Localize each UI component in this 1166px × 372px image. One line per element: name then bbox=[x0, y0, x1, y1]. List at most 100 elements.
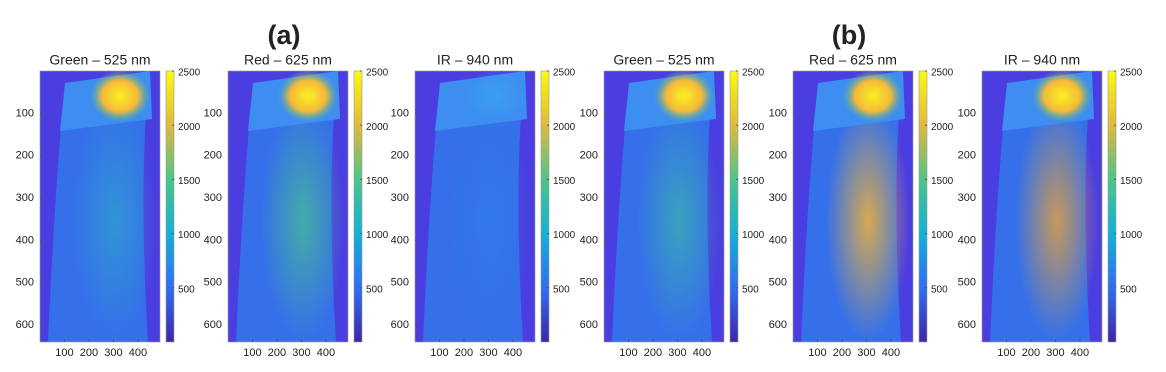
panel: Red – 625 nm (a) 100 200 300 400 500 600 100 200 3… bbox=[204, 20, 389, 359]
y-tick-label: 200 bbox=[391, 150, 409, 162]
heatmap-image bbox=[793, 71, 913, 342]
y-tick-label: 100 bbox=[958, 107, 976, 119]
heatmap-image bbox=[982, 71, 1102, 342]
x-tick-label: 100 bbox=[619, 347, 637, 359]
panel: Green – 525 nm 100 200 300 400 500 600 100 200 30… bbox=[16, 52, 201, 359]
x-tick-label: 400 bbox=[317, 347, 335, 359]
x-tick-label: 200 bbox=[833, 347, 851, 359]
body-glow bbox=[637, 101, 721, 341]
colorbar-tick-label: 500 bbox=[742, 284, 759, 295]
x-tick-label: 100 bbox=[808, 347, 826, 359]
y-tick-label: 100 bbox=[391, 107, 409, 119]
x-tick-label: 300 bbox=[857, 347, 875, 359]
x-tick-label: 300 bbox=[292, 347, 310, 359]
x-tick-label: 200 bbox=[644, 347, 662, 359]
body-glow bbox=[1015, 101, 1099, 341]
panel: IR – 940 nm 100 200 300 400 500 600 100 200 300 40… bbox=[391, 52, 576, 359]
y-tick-label: 300 bbox=[204, 192, 222, 204]
chart-title: Green – 525 nm bbox=[49, 52, 150, 68]
y-tick-label: 600 bbox=[580, 319, 598, 331]
colorbar-tick-label: 1000 bbox=[553, 230, 576, 241]
y-tick-label: 100 bbox=[580, 107, 598, 119]
colorbar-tick-label: 2000 bbox=[742, 122, 765, 133]
heatmap-image bbox=[228, 71, 348, 342]
colorbar-tick-label: 1000 bbox=[742, 230, 765, 241]
colorbar-tick-label: 500 bbox=[1120, 284, 1137, 295]
y-tick-label: 600 bbox=[204, 319, 222, 331]
colorbar-tick-label: 1500 bbox=[931, 176, 954, 187]
x-tick-label: 200 bbox=[455, 347, 473, 359]
body-glow bbox=[73, 101, 157, 341]
y-tick-label: 400 bbox=[204, 234, 222, 246]
x-tick-label: 100 bbox=[430, 347, 448, 359]
colorbar-tick-label: 1000 bbox=[931, 230, 954, 241]
y-tick-label: 100 bbox=[769, 107, 787, 119]
colorbar-tick-label: 500 bbox=[366, 284, 383, 295]
chart-title: Red – 625 nm bbox=[244, 52, 332, 68]
colorbar-tick-label: 1000 bbox=[1120, 230, 1143, 241]
colorbar bbox=[540, 70, 550, 343]
y-tick-label: 600 bbox=[16, 319, 34, 331]
frame bbox=[792, 70, 914, 343]
heatmap-image bbox=[604, 71, 724, 342]
y-tick-label: 100 bbox=[16, 107, 34, 119]
colorbar bbox=[165, 70, 175, 343]
chart-title: Green – 525 nm bbox=[613, 52, 714, 68]
y-tick-label: 500 bbox=[769, 277, 787, 289]
colorbar-tick-label: 1500 bbox=[366, 176, 389, 187]
y-tick-label: 400 bbox=[580, 234, 598, 246]
x-tick-label: 400 bbox=[129, 347, 147, 359]
chart-title: Red – 625 nm bbox=[809, 52, 897, 68]
x-tick-label: 100 bbox=[997, 347, 1015, 359]
y-tick-label: 600 bbox=[769, 319, 787, 331]
y-tick-label: 300 bbox=[16, 192, 34, 204]
y-tick-label: 200 bbox=[204, 150, 222, 162]
panel-label: (a) bbox=[268, 20, 301, 50]
colorbar-tick-label: 2500 bbox=[1120, 68, 1143, 79]
colorbar-tick-label: 1000 bbox=[366, 230, 389, 241]
frame bbox=[981, 70, 1103, 343]
y-tick-label: 200 bbox=[580, 150, 598, 162]
colorbar-tick-label: 500 bbox=[178, 284, 195, 295]
top-hotspot bbox=[843, 71, 903, 122]
y-tick-label: 400 bbox=[769, 234, 787, 246]
y-tick-label: 300 bbox=[391, 192, 409, 204]
body-glow bbox=[261, 101, 345, 341]
body-glow bbox=[826, 101, 910, 341]
colorbar-tick-label: 2500 bbox=[366, 68, 389, 79]
x-tick-label: 400 bbox=[504, 347, 522, 359]
colorbar-tick-label: 1500 bbox=[178, 176, 201, 187]
x-tick-label: 400 bbox=[1071, 347, 1089, 359]
x-tick-label: 200 bbox=[268, 347, 286, 359]
y-tick-label: 500 bbox=[958, 277, 976, 289]
colorbar-tick-label: 1000 bbox=[178, 230, 201, 241]
chart-title: IR – 940 nm bbox=[1004, 52, 1080, 68]
x-tick-label: 300 bbox=[479, 347, 497, 359]
colorbar-tick-label: 1500 bbox=[1120, 176, 1143, 187]
colorbar bbox=[918, 70, 928, 343]
top-hotspot bbox=[654, 71, 714, 122]
colorbar-tick-label: 2500 bbox=[553, 68, 576, 79]
x-tick-label: 300 bbox=[1046, 347, 1064, 359]
colorbar-tick-label: 500 bbox=[931, 284, 948, 295]
y-tick-label: 100 bbox=[204, 107, 222, 119]
y-tick-label: 600 bbox=[391, 319, 409, 331]
heatmap-image bbox=[415, 71, 535, 342]
colorbar-tick-label: 1500 bbox=[742, 176, 765, 187]
x-tick-label: 100 bbox=[55, 347, 73, 359]
x-tick-label: 300 bbox=[104, 347, 122, 359]
panel: Green – 525 nm 100 200 300 400 500 600 100 200 30… bbox=[580, 52, 765, 359]
y-tick-label: 300 bbox=[580, 192, 598, 204]
y-tick-label: 400 bbox=[958, 234, 976, 246]
top-hotspot bbox=[90, 71, 150, 122]
y-tick-label: 400 bbox=[16, 234, 34, 246]
panel-label: (b) bbox=[832, 20, 866, 50]
x-tick-label: 300 bbox=[668, 347, 686, 359]
y-tick-label: 500 bbox=[391, 277, 409, 289]
x-tick-label: 400 bbox=[882, 347, 900, 359]
colorbar-tick-label: 2000 bbox=[553, 122, 576, 133]
x-tick-label: 400 bbox=[693, 347, 711, 359]
top-hotspot bbox=[278, 71, 338, 122]
colorbar-tick-label: 2000 bbox=[1120, 122, 1143, 133]
